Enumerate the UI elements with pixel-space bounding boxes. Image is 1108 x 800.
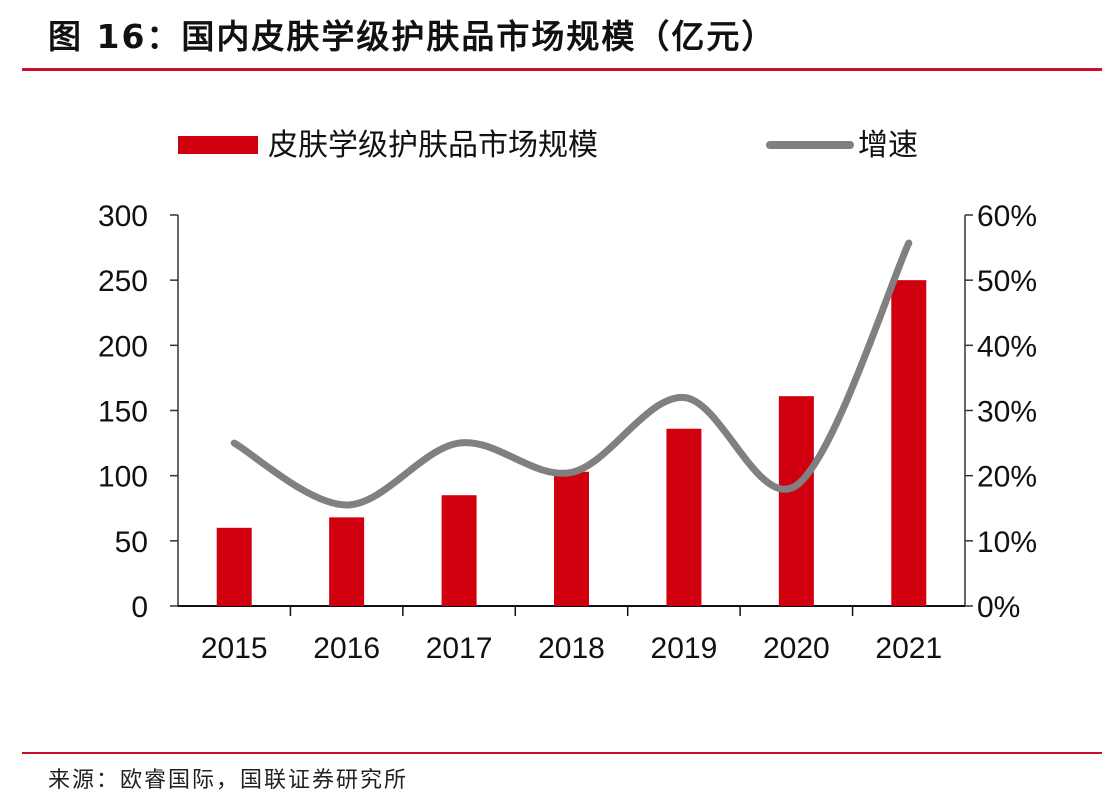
source-note: 来源：欧睿国际，国联证券研究所 [48,768,409,793]
right-tick-label: 60% [977,200,1037,233]
bar-2018 [554,471,589,606]
left-tick-label: 50 [115,526,148,559]
left-tick-label: 200 [98,330,148,363]
left-tick-label: 0 [131,591,148,624]
x-tick-label: 2018 [538,632,605,665]
legend-bar-swatch [178,136,258,154]
x-tick-label: 2020 [763,632,830,665]
bar-2019 [666,428,702,606]
bar-2015 [216,527,252,606]
left-tick-label: 150 [98,396,148,429]
bar-2021 [891,280,927,606]
right-tick-label: 30% [977,396,1037,429]
right-tick-label: 50% [977,265,1037,298]
source-divider [22,752,1102,754]
legend: 皮肤学级护肤品市场规模 增速 [178,129,918,162]
x-tick-label: 2017 [426,632,493,665]
right-tick-label: 40% [977,330,1037,363]
right-tick-label: 0% [977,591,1020,624]
bar-2017 [441,495,477,606]
legend-line-label: 增速 [858,129,918,162]
title-divider [22,68,1102,71]
bar-2016 [329,517,365,606]
growth-line [230,239,913,509]
x-tick-label: 2019 [651,632,718,665]
figure-title: 图 16：国内皮肤学级护肤品市场规模（亿元） [48,17,777,56]
x-tick-label: 2021 [875,632,942,665]
legend-bar-label: 皮肤学级护肤品市场规模 [268,129,598,162]
left-tick-label: 300 [98,200,148,233]
right-tick-label: 20% [977,461,1037,494]
left-tick-label: 250 [98,265,148,298]
right-tick-label: 10% [977,526,1037,559]
combo-chart: 皮肤学级护肤品市场规模 增速 0 50 100 150 200 250 300 0% 10% 20… [98,129,1037,665]
bar-2020 [778,396,814,606]
x-tick-label: 2015 [201,632,268,665]
left-tick-label: 100 [98,461,148,494]
x-tick-label: 2016 [313,632,380,665]
